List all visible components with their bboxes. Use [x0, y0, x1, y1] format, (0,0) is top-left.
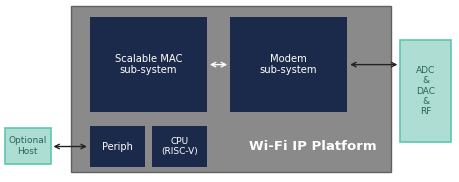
- Bar: [71, 6, 390, 172]
- Bar: [90, 126, 145, 167]
- Bar: [230, 17, 347, 112]
- Text: CPU
(RISC-V): CPU (RISC-V): [161, 137, 197, 156]
- Text: Modem
sub-system: Modem sub-system: [259, 54, 317, 75]
- Bar: [5, 128, 50, 164]
- Text: Periph: Periph: [101, 142, 133, 151]
- Bar: [151, 126, 207, 167]
- Bar: [399, 40, 450, 142]
- Text: Wi-Fi IP Platform: Wi-Fi IP Platform: [248, 140, 376, 153]
- Text: Scalable MAC
sub-system: Scalable MAC sub-system: [114, 54, 182, 75]
- Text: Optional
Host: Optional Host: [8, 136, 47, 156]
- Bar: [90, 17, 207, 112]
- Text: ADC
&
DAC
&
RF: ADC & DAC & RF: [415, 66, 434, 116]
